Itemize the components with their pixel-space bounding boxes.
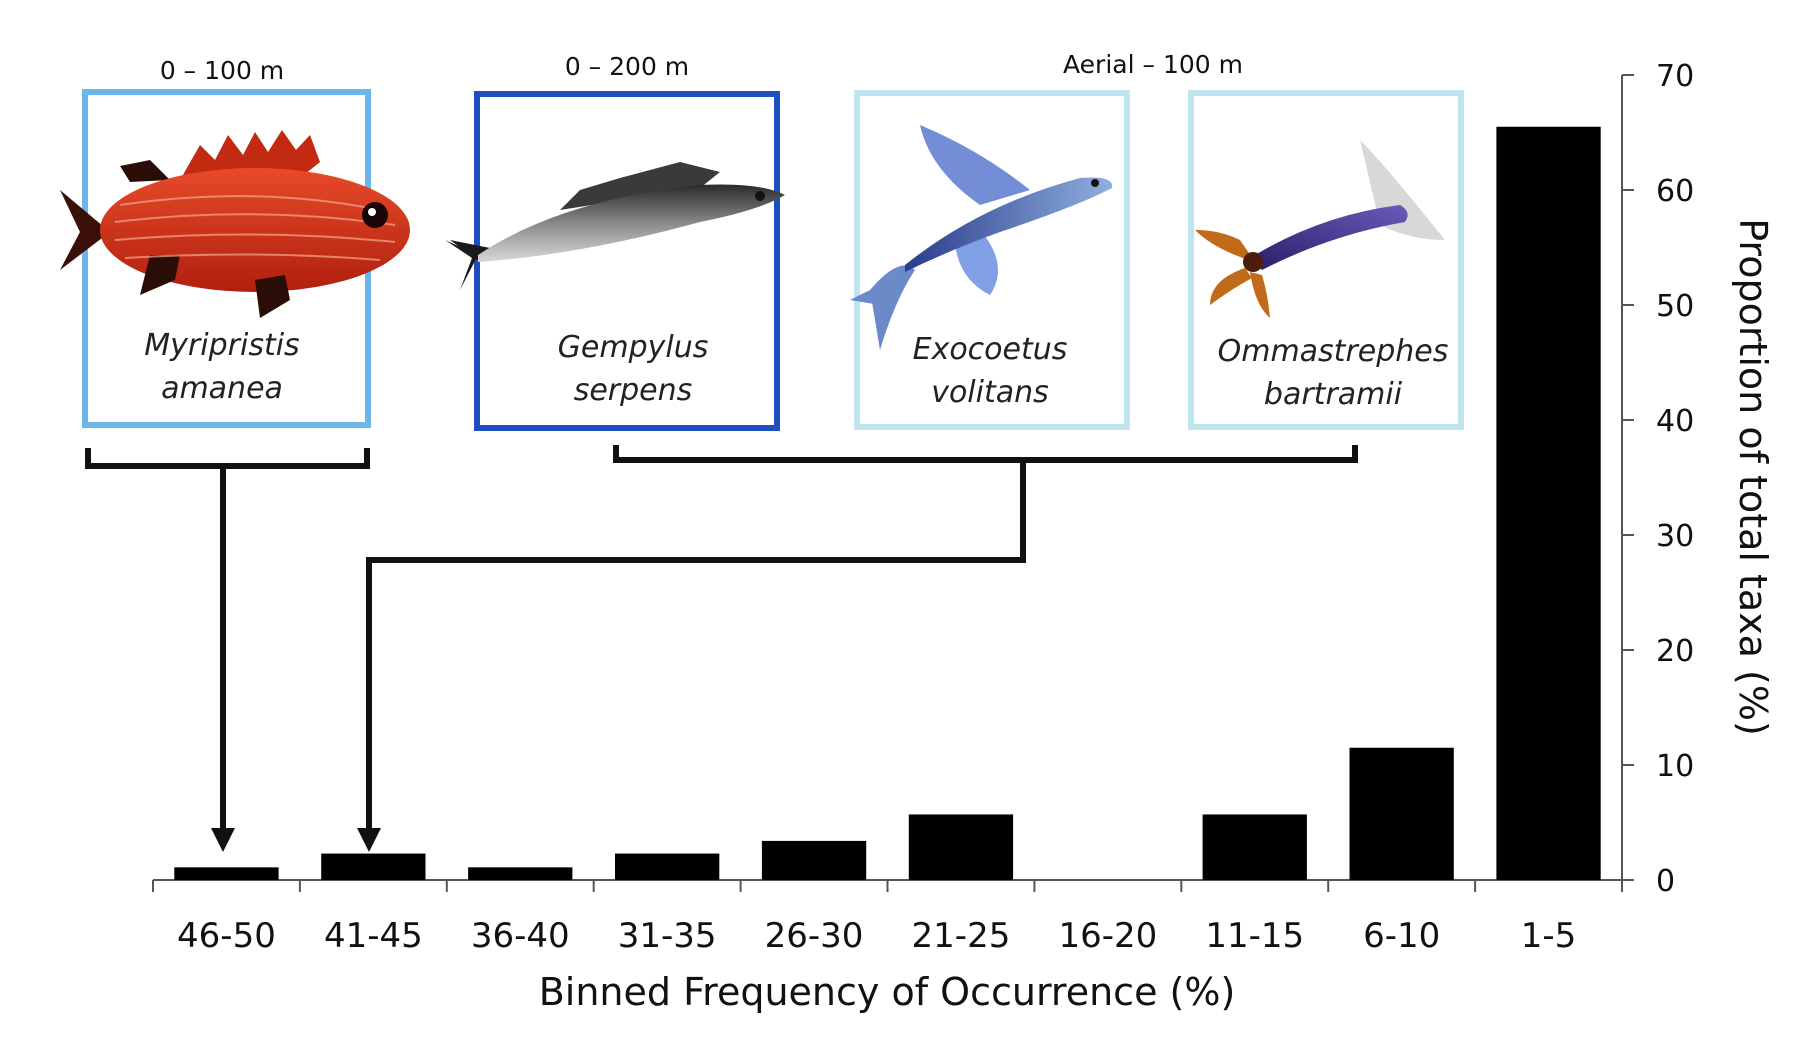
y-tick-label: 70 — [1656, 59, 1694, 94]
bar-6-10 — [1349, 747, 1454, 880]
species-name-ommastrephes-line2: bartramii — [1264, 377, 1403, 412]
y-tick-label: 50 — [1656, 289, 1694, 324]
frame-ommastrephes — [1188, 90, 1464, 430]
y-tick-label: 0 — [1656, 864, 1675, 899]
y-tick-label: 40 — [1656, 404, 1694, 439]
bar-46-50 — [174, 867, 279, 880]
myripristis-fish-illustration — [60, 130, 410, 318]
bracket-right — [613, 445, 1358, 463]
x-tick-label: 6-10 — [1363, 916, 1440, 956]
frame-exocoetus — [854, 90, 1130, 430]
ommastrephes-squid-illustration — [1195, 140, 1445, 318]
y-tick-label: 60 — [1656, 174, 1694, 209]
bar-36-40 — [468, 867, 573, 880]
x-tick-label: 36-40 — [471, 916, 570, 956]
y-axis-title: Proportion of total taxa (%) — [1731, 218, 1775, 736]
x-tick-label: 41-45 — [324, 916, 423, 956]
species-name-ommastrephes-line1: Ommastrephes — [1218, 334, 1449, 369]
bar-26-30 — [761, 840, 867, 880]
depth-label-gempylus: 0 – 200 m — [565, 52, 689, 81]
species-name-gempylus-line1: Gempylus — [558, 330, 709, 365]
species-name-gempylus-line2: serpens — [574, 373, 693, 408]
exocoetus-fish-illustration — [850, 125, 1113, 350]
x-tick-label: 11-15 — [1205, 916, 1304, 956]
x-tick-label: 1-5 — [1521, 916, 1577, 956]
x-tick-label: 31-35 — [618, 916, 717, 956]
species-name-exocoetus-line2: volitans — [931, 375, 1049, 410]
bracket-left — [85, 448, 370, 469]
species-name-myripristis-line2: amanea — [161, 371, 283, 406]
annotation-brackets — [85, 445, 1358, 830]
species-name-myripristis-line1: Myripristis — [144, 328, 299, 363]
depth-label-myripristis: 0 – 100 m — [160, 56, 284, 85]
gempylus-fish-illustration — [445, 162, 785, 290]
x-tick-label: 21-25 — [912, 916, 1011, 956]
arrowhead-left — [211, 828, 235, 852]
y-tick-label: 20 — [1656, 634, 1694, 669]
bar-41-45 — [321, 853, 426, 880]
arrow-line-right — [366, 460, 1026, 830]
depth-label-aerial: Aerial – 100 m — [1063, 50, 1243, 79]
bar-1-5 — [1496, 126, 1601, 880]
bar-31-35 — [615, 853, 720, 880]
y-tick-label: 30 — [1656, 519, 1694, 554]
x-axis-title: Binned Frequency of Occurrence (%) — [539, 970, 1236, 1014]
bar-21-25 — [908, 814, 1014, 880]
x-tick-label: 16-20 — [1058, 916, 1157, 956]
x-tick-label: 26-30 — [765, 916, 864, 956]
frame-gempylus — [474, 91, 780, 431]
arrowhead-right — [357, 828, 381, 852]
bar-11-15 — [1202, 814, 1307, 880]
x-tick-label: 46-50 — [177, 916, 276, 956]
species-name-exocoetus-line1: Exocoetus — [913, 332, 1068, 367]
y-tick-label: 10 — [1656, 749, 1694, 784]
